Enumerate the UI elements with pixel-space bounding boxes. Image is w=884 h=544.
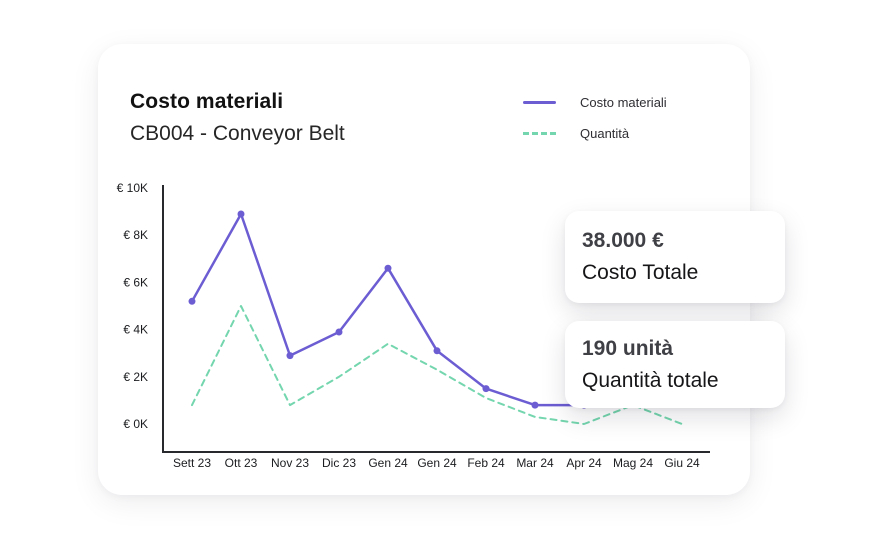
x-axis-tick-label: Dic 23 [322, 456, 356, 470]
legend-label: Costo materiali [580, 95, 667, 110]
x-axis-tick-label: Sett 23 [173, 456, 211, 470]
x-axis-tick-label: Feb 24 [467, 456, 505, 470]
cost-quantity-line-chart[interactable]: € 10K € 8K € 6K € 4K € 2K € 0K Sett 23 Ott 23 No… [98, 44, 750, 495]
stat-card-total-cost: 38.000 € Costo Totale [565, 211, 785, 303]
y-axis-tick-label: € 6K [123, 275, 148, 289]
widget-header: Costo materiali CB004 - Conveyor Belt [130, 88, 345, 147]
data-point-marker [335, 328, 343, 336]
total-quantity-value: 190 unità [582, 336, 674, 360]
data-point-marker [531, 401, 539, 409]
x-axis-tick-label: Mar 24 [516, 456, 554, 470]
x-axis-tick-label: Ott 23 [225, 456, 258, 470]
legend-label: Quantità [580, 126, 630, 141]
x-axis-tick-label: Giu 24 [664, 456, 700, 470]
data-point-marker [384, 264, 392, 272]
total-cost-value: 38.000 € [582, 229, 664, 252]
data-point-marker [433, 347, 441, 355]
y-axis-tick-label: € 4K [123, 323, 148, 337]
y-axis-tick-label: € 2K [123, 370, 148, 384]
widget-subtitle: CB004 - Conveyor Belt [130, 122, 345, 145]
data-point-marker [482, 385, 490, 393]
legend-item-quantita[interactable]: Quantità [523, 125, 667, 142]
data-point-marker [188, 297, 196, 305]
solid-line-swatch-icon [523, 101, 556, 104]
x-axis-tick-label: Nov 23 [271, 456, 309, 470]
x-axis-tick-label: Gen 24 [417, 456, 457, 470]
dashed-line-swatch-icon [523, 132, 556, 135]
y-axis-tick-label: € 8K [123, 228, 148, 242]
x-axis-tick-label: Apr 24 [566, 456, 602, 470]
total-quantity-label: Quantità totale [582, 368, 719, 392]
data-point-marker [286, 352, 294, 360]
chart-legend: Costo materiali Quantità [523, 94, 667, 142]
y-axis-tick-label: € 10K [117, 181, 148, 195]
data-point-marker [237, 210, 245, 218]
x-axis-tick-label: Gen 24 [368, 456, 408, 470]
total-cost-label: Costo Totale [582, 261, 699, 284]
legend-item-costo-materiali[interactable]: Costo materiali [523, 94, 667, 111]
y-axis-tick-label: € 0K [123, 417, 148, 431]
x-axis-tick-label: Mag 24 [613, 456, 653, 470]
widget-title: Costo materiali [130, 90, 284, 113]
stat-card-total-quantity: 190 unità Quantità totale [565, 321, 785, 408]
